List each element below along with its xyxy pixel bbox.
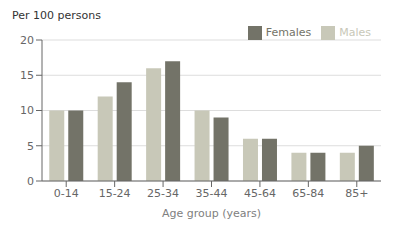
svg-text:45-64: 45-64 [244,187,276,200]
html-text:Per 100 persons: Per 100 persons [12,9,101,22]
html-text:Males: Males [339,26,371,39]
svg-text:25-34: 25-34 [147,187,179,200]
svg-text:20: 20 [20,34,34,47]
svg-text:0: 0 [27,175,34,188]
html-text:Females: Females [265,26,312,39]
svg-text:15: 15 [20,69,34,82]
svg-text:35-44: 35-44 [196,187,228,200]
svg-text:Age group (years): Age group (years) [162,207,261,219]
svg-text:5: 5 [27,140,34,153]
svg-text:85+: 85+ [345,187,368,200]
svg-text:10: 10 [20,104,34,117]
svg-text:0-14: 0-14 [54,187,79,200]
svg-text:65-84: 65-84 [292,187,324,200]
svg-text:15-24: 15-24 [99,187,131,200]
